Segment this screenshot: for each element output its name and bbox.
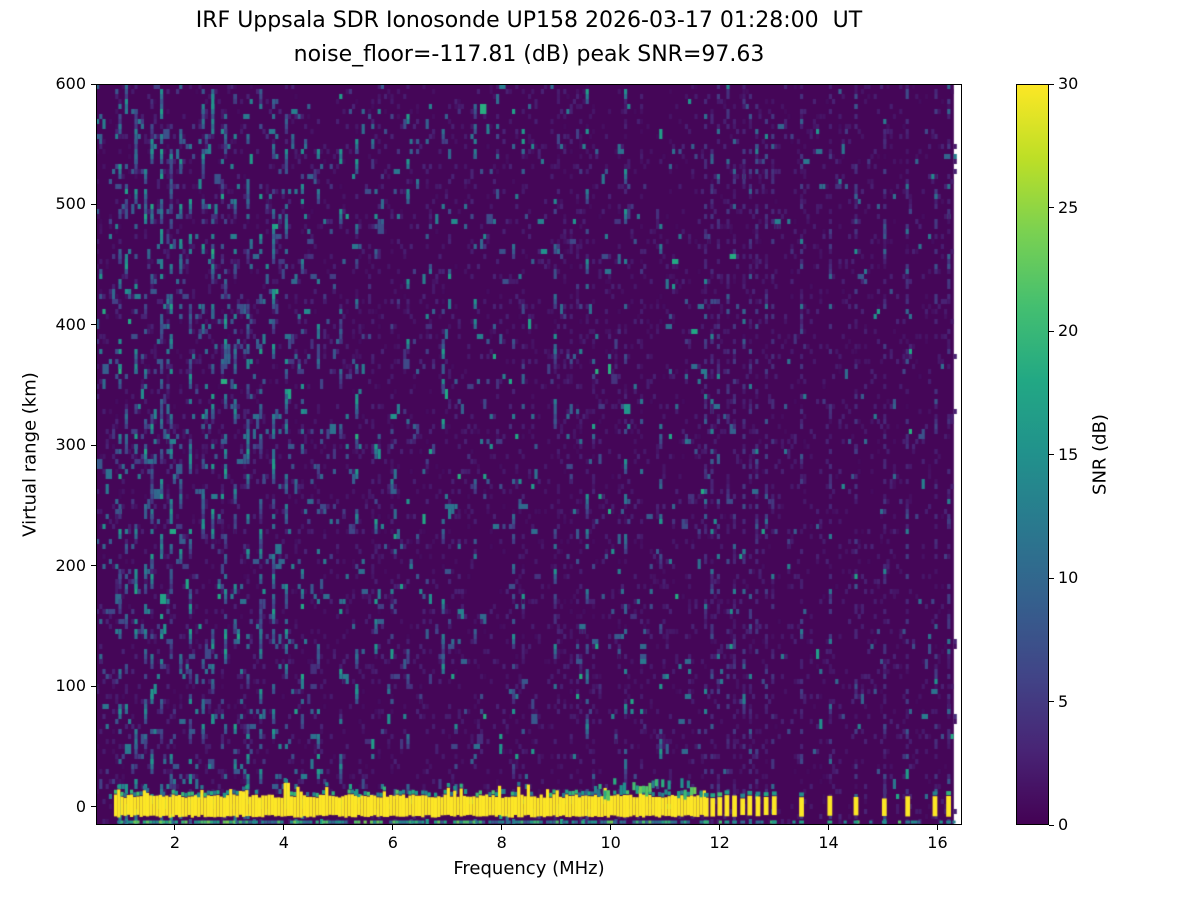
y-tick-mark: [91, 685, 96, 687]
ionogram-heatmap: [96, 84, 962, 825]
colorbar-tick-mark: [1049, 824, 1054, 826]
x-tick-mark: [719, 825, 721, 830]
x-tick-label: 6: [387, 833, 398, 852]
y-tick-label: 200: [55, 555, 86, 575]
y-tick-label: 600: [55, 74, 86, 93]
y-tick-mark: [91, 324, 96, 326]
colorbar-tick-mark: [1049, 454, 1054, 455]
x-tick-mark: [936, 825, 938, 830]
x-tick-mark: [392, 825, 394, 830]
y-tick-label: 0: [75, 796, 86, 816]
x-tick-label: 12: [709, 833, 730, 852]
chart-subtitle: noise_floor=-117.81 (dB) peak SNR=97.63: [293, 42, 765, 67]
y-tick-mark: [91, 83, 96, 85]
colorbar-tick-label: 30: [1058, 74, 1079, 93]
colorbar-tick-mark: [1049, 83, 1054, 85]
colorbar-tick-label: 20: [1058, 321, 1079, 340]
x-tick-label: 2: [169, 833, 181, 852]
x-tick-label: 8: [496, 833, 507, 852]
x-tick-label: 16: [927, 833, 948, 852]
y-tick-mark: [91, 806, 96, 808]
colorbar-gradient: [1016, 84, 1049, 825]
x-tick-mark: [283, 825, 285, 830]
y-tick-mark: [91, 203, 96, 205]
colorbar-tick-label: 25: [1058, 197, 1079, 217]
y-tick-label: 300: [55, 435, 86, 455]
chart-title: IRF Uppsala SDR Ionosonde UP158 2026-03-…: [195, 8, 863, 33]
y-tick-mark: [91, 565, 96, 567]
y-tick-label: 100: [55, 676, 86, 696]
x-tick-label: 14: [818, 833, 839, 852]
colorbar-tick-mark: [1049, 701, 1054, 702]
x-tick-mark: [174, 825, 176, 830]
colorbar-tick-label: 5: [1058, 691, 1069, 711]
y-tick-label: 400: [55, 314, 86, 334]
colorbar-tick-label: 0: [1058, 815, 1069, 834]
colorbar-tick-mark: [1049, 330, 1054, 332]
colorbar-tick-label: 10: [1058, 568, 1079, 587]
x-tick-mark: [828, 825, 830, 830]
y-tick-mark: [91, 444, 96, 446]
x-tick-mark: [501, 825, 503, 830]
x-tick-label: 10: [600, 833, 621, 852]
colorbar-tick-mark: [1049, 577, 1054, 579]
y-tick-label: 500: [55, 194, 86, 214]
x-tick-mark: [610, 825, 612, 830]
y-axis-label: Virtual range (km): [19, 372, 41, 537]
x-tick-label: 4: [278, 833, 289, 852]
colorbar-tick-label: 15: [1058, 444, 1079, 464]
colorbar-tick-mark: [1049, 207, 1054, 208]
x-axis-label: Frequency (MHz): [453, 858, 605, 879]
